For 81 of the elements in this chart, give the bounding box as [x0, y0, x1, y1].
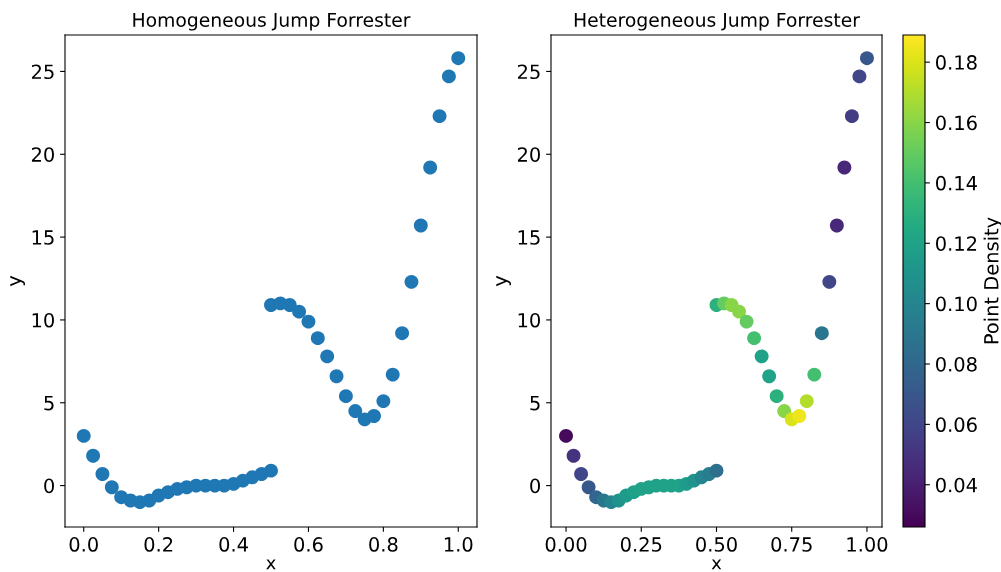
x-tick-label: 0.8 — [369, 537, 398, 552]
color-bar-label: 0.14 — [936, 175, 977, 191]
y-tick-label: 0 — [530, 478, 540, 494]
x-tick-label: 1.00 — [847, 537, 888, 552]
color-bar-label: 0.18 — [936, 55, 977, 70]
point — [338, 389, 353, 404]
color-bar-label: 0.04 — [936, 477, 977, 493]
point — [807, 367, 822, 382]
point — [769, 389, 784, 404]
y-tick-label: 15 — [32, 230, 54, 245]
point — [104, 480, 119, 495]
point — [837, 160, 852, 175]
x-axis-title: x — [266, 559, 276, 570]
x-tick-label: 0.25 — [620, 537, 662, 552]
point — [739, 314, 754, 329]
point — [376, 394, 391, 409]
point — [441, 69, 456, 84]
point — [404, 274, 419, 289]
y-tick-label: 15 — [518, 230, 540, 245]
y-tick-label: 20 — [517, 147, 540, 162]
point — [264, 463, 278, 478]
point — [732, 304, 747, 319]
x-tick-label: 0.0 — [69, 537, 98, 552]
point — [559, 428, 573, 443]
point — [395, 326, 410, 341]
point — [432, 109, 447, 124]
y-tick-label: 25 — [517, 64, 540, 80]
y-tick-label: 10 — [518, 312, 540, 328]
x-tick-label: 0.75 — [771, 537, 812, 552]
x-tick-label: 0.00 — [545, 537, 587, 552]
x-tick-label: 0.2 — [144, 537, 173, 552]
x-tick-label: 1.0 — [444, 537, 473, 552]
point — [799, 394, 814, 409]
point — [762, 369, 777, 384]
point — [822, 274, 837, 289]
point — [747, 331, 762, 346]
point — [709, 463, 724, 478]
y-tick-label: 0 — [44, 478, 54, 494]
y-tick-label: 10 — [32, 312, 54, 328]
y-axis-title: y — [10, 275, 25, 287]
point — [829, 218, 844, 233]
point — [574, 467, 589, 481]
chart-title: Homogeneous Jump Forrester — [133, 13, 411, 31]
point — [310, 331, 325, 346]
y-axis-title: y — [496, 275, 511, 287]
point — [385, 367, 400, 382]
y-tick-label: 20 — [31, 147, 54, 162]
point — [860, 51, 874, 66]
color-bar-label: 0.12 — [936, 236, 977, 251]
point — [852, 69, 867, 84]
color-bar-label: 0.10 — [936, 296, 977, 312]
point — [814, 326, 829, 341]
point — [348, 404, 363, 418]
color-bar-label: 0.06 — [936, 417, 977, 433]
point — [282, 298, 297, 312]
point — [95, 467, 110, 481]
y-tick-label: 5 — [44, 395, 54, 411]
chart-title: Heterogeneous Jump Forrester — [574, 13, 860, 31]
point — [301, 314, 316, 329]
point — [423, 160, 438, 175]
point — [792, 409, 807, 423]
x-axis-title: x — [711, 559, 722, 570]
point — [320, 349, 335, 364]
point — [329, 369, 344, 384]
x-tick-label: 0.6 — [294, 537, 323, 552]
color-bar-label: 0.16 — [936, 115, 977, 131]
y-tick-label: 25 — [31, 64, 54, 80]
point — [844, 109, 859, 124]
point — [86, 448, 101, 463]
point — [451, 51, 466, 66]
point — [581, 480, 596, 495]
point — [754, 349, 769, 364]
point — [292, 304, 307, 319]
point — [367, 409, 381, 423]
point — [566, 448, 581, 463]
x-tick-label: 0.4 — [219, 537, 248, 552]
y-tick-label: 5 — [530, 395, 540, 411]
point — [76, 428, 91, 443]
point — [413, 218, 428, 233]
x-tick-label: 0.50 — [696, 537, 737, 552]
color-bar-label: 0.08 — [936, 356, 977, 372]
